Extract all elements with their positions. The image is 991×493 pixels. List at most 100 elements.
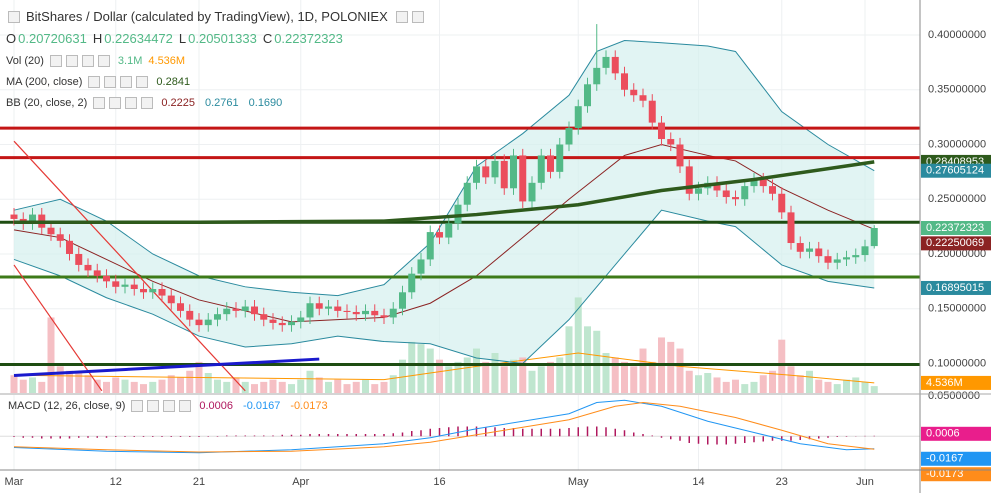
- icon[interactable]: [120, 75, 133, 88]
- icon[interactable]: [49, 54, 62, 67]
- candle-body: [463, 182, 471, 205]
- volume-bar: [843, 379, 850, 393]
- candle-body: [565, 128, 573, 145]
- candle-body: [149, 289, 157, 293]
- candle-body: [204, 319, 212, 326]
- candle-body: [195, 319, 203, 326]
- icon[interactable]: [97, 54, 110, 67]
- icon[interactable]: [125, 96, 138, 109]
- candle-body: [223, 308, 231, 315]
- candle-body: [399, 292, 406, 309]
- axis-value-label: 0.22250069: [926, 237, 984, 249]
- icon[interactable]: [136, 75, 149, 88]
- icon[interactable]: [93, 96, 106, 109]
- volume-bar: [454, 361, 462, 393]
- candle-body: [56, 234, 64, 241]
- volume-bar: [621, 361, 628, 393]
- indicator-value: 0.0006: [199, 400, 234, 412]
- volume-bar: [260, 381, 268, 393]
- icon[interactable]: [81, 54, 94, 67]
- volume-bar: [722, 381, 730, 393]
- icon[interactable]: [65, 54, 78, 67]
- volume-bar: [10, 375, 18, 393]
- icon[interactable]: [179, 400, 192, 412]
- icon[interactable]: [104, 75, 117, 88]
- axis-value-label: 0.16895015: [926, 282, 984, 294]
- volume-bar: [29, 377, 36, 393]
- y-tick-label: 0.30000000: [928, 138, 986, 150]
- candle-body: [260, 314, 268, 320]
- volume-legend: Vol (20) 3.1M 4.536M: [6, 50, 426, 71]
- collapse-icon[interactable]: [8, 11, 20, 23]
- volume-bar: [463, 357, 471, 393]
- ohlc-key: H: [92, 31, 103, 46]
- axis-value-label: -0.0167: [926, 453, 963, 465]
- settings-icon[interactable]: [395, 11, 408, 23]
- icon[interactable]: [131, 400, 144, 412]
- candle-body: [537, 155, 545, 183]
- volume-bar: [593, 330, 601, 393]
- volume-bar: [547, 361, 554, 393]
- legend: BitShares / Dollar (calculated by Tradin…: [6, 6, 426, 113]
- candle-body: [630, 89, 638, 96]
- axis-value-box: [921, 163, 991, 178]
- indicator-name: Vol (20): [6, 54, 44, 67]
- candle-body: [103, 275, 110, 282]
- volume-bar: [695, 375, 702, 393]
- volume-bar: [93, 379, 101, 393]
- volume-bar: [56, 366, 64, 393]
- candle-body: [426, 232, 434, 260]
- candle-body: [408, 273, 416, 293]
- volume-bar: [204, 373, 212, 393]
- candle-body: [47, 227, 55, 235]
- volume-bar: [556, 357, 564, 393]
- icon[interactable]: [163, 400, 176, 412]
- volume-bar: [19, 379, 27, 393]
- icon[interactable]: [88, 75, 101, 88]
- candle-body: [667, 139, 675, 145]
- icon[interactable]: [141, 96, 154, 109]
- volume-bar: [371, 384, 379, 393]
- candle-body: [695, 188, 702, 194]
- indicator-value: 4.536M: [148, 54, 186, 67]
- axis-value-box: [921, 426, 991, 441]
- candle-body: [334, 306, 342, 311]
- volume-bar: [750, 381, 758, 393]
- candle-body: [510, 155, 517, 189]
- candle-body: [741, 186, 749, 200]
- candle-body: [306, 303, 314, 318]
- volume-bar: [676, 348, 684, 393]
- candle-body: [232, 308, 240, 311]
- indicator-name: MA (200, close): [6, 75, 83, 88]
- volume-bar: [704, 373, 712, 393]
- volume-bar: [500, 366, 508, 393]
- indicator-value: 3.1M: [117, 54, 143, 67]
- candle-body: [278, 322, 286, 326]
- volume-bar: [223, 381, 231, 393]
- icon[interactable]: [147, 400, 160, 412]
- ohlc-value: 0.20720631: [18, 31, 87, 46]
- close-icon[interactable]: [411, 11, 424, 23]
- price-pane: [0, 0, 920, 393]
- ohlc-key: O: [6, 31, 17, 46]
- macd-line: [13, 399, 875, 454]
- volume-bar: [611, 357, 619, 393]
- icon[interactable]: [109, 96, 122, 109]
- candle-body: [241, 306, 249, 311]
- volume-bar: [833, 384, 841, 393]
- volume-bar: [796, 375, 804, 393]
- axis-value-label: 0.27605124: [926, 165, 984, 177]
- trend-line: [13, 264, 103, 392]
- candle-body: [130, 284, 138, 290]
- candle-body: [815, 248, 823, 257]
- axis-value-box: [921, 280, 991, 295]
- candle-body: [29, 214, 36, 224]
- volume-bar: [519, 357, 527, 393]
- volume-bar: [537, 366, 545, 393]
- y-tick-label: 0.0500000: [928, 390, 980, 402]
- ohlc-value: 0.20501333: [188, 31, 257, 46]
- volume-bar: [787, 366, 795, 393]
- candle-body: [297, 317, 305, 322]
- candle-body: [639, 95, 647, 101]
- candle-body: [186, 310, 194, 320]
